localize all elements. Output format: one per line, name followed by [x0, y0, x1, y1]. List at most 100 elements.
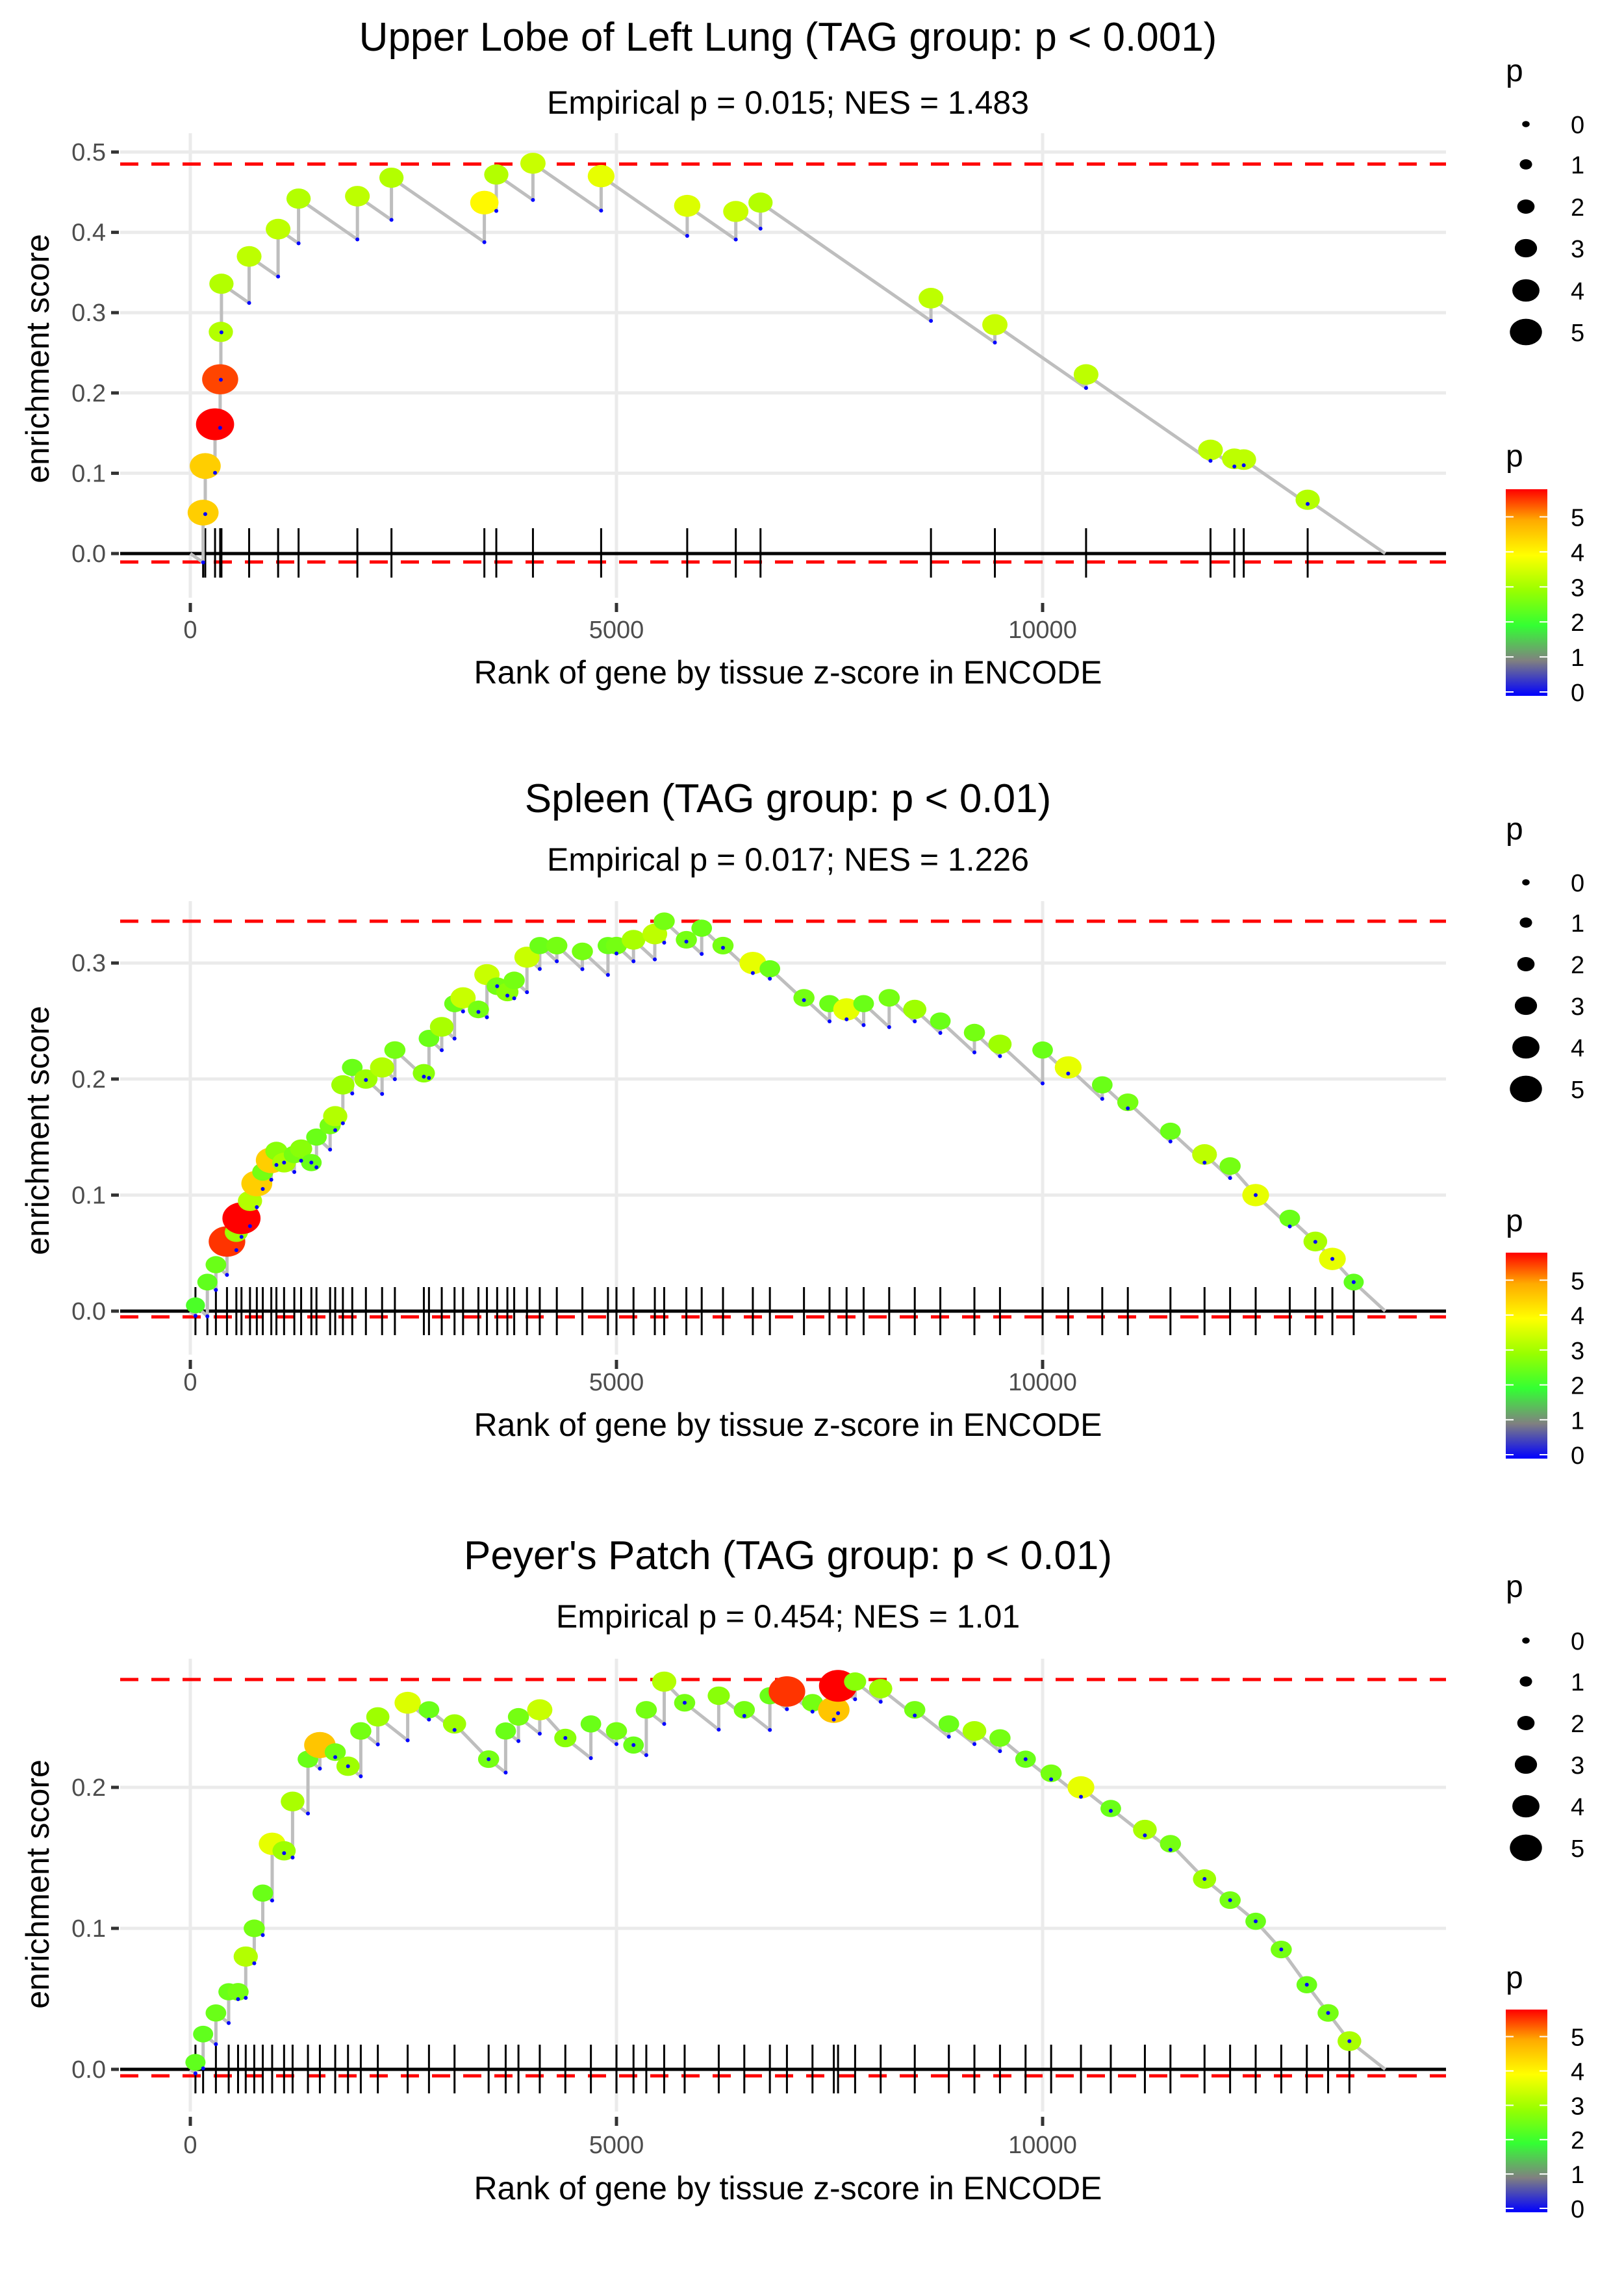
trough-point — [405, 1738, 410, 1743]
legends: p 0 1 2 3 4 5 p 0 1 2 3 4 5 p 0 1 2 3 4 5 p 0 1 2 3 4 5 p 0 1 2 3 4 5 p 0 1 2 3… — [1506, 54, 1584, 2223]
hit-point — [412, 1064, 435, 1083]
trough-point — [346, 1764, 350, 1769]
y-tick-label: 0.5 — [71, 139, 106, 166]
hit-point — [904, 1701, 926, 1719]
hit-point — [394, 1691, 421, 1714]
trough-point — [537, 967, 542, 971]
x-axis-title: Rank of gene by tissue z-score in ENCODE — [474, 2170, 1102, 2206]
trough-point — [631, 1743, 636, 1747]
color-bar — [1506, 489, 1547, 696]
trough-point — [318, 1767, 322, 1771]
size-legend-dot — [1512, 1036, 1540, 1059]
trough-point — [306, 1811, 311, 1816]
hit-point — [290, 1139, 312, 1158]
size-legend-dot — [1517, 199, 1535, 214]
hit-point — [450, 987, 476, 1008]
trough-point — [662, 940, 666, 945]
color-legend-label: 0 — [1571, 680, 1584, 707]
panel-subtitle: Empirical p = 0.017; NES = 1.226 — [547, 841, 1029, 878]
size-legend-label: 4 — [1571, 278, 1584, 305]
hit-point — [723, 201, 749, 222]
size-legend-label: 3 — [1571, 1752, 1584, 1780]
hit-point — [266, 218, 291, 240]
trough-point — [503, 1770, 508, 1775]
hit-point — [197, 1273, 218, 1291]
trough-point — [260, 1186, 265, 1191]
panel-title: Spleen (TAG group: p < 0.01) — [525, 776, 1051, 821]
hit-point — [691, 919, 713, 937]
trough-point — [810, 1709, 815, 1714]
trough-point — [227, 2021, 231, 2025]
color-bar — [1506, 2010, 1547, 2212]
hit-point — [653, 912, 675, 930]
hit-point — [802, 1694, 824, 1712]
trough-point — [282, 1160, 286, 1165]
trough-point — [1208, 459, 1213, 463]
trough-point — [1228, 1176, 1232, 1181]
trough-point — [742, 1713, 746, 1718]
hit-point — [286, 188, 311, 209]
hit-point — [227, 1983, 249, 2001]
hit-point — [324, 1743, 346, 1761]
trough-point — [785, 1707, 789, 1711]
size-legend-dot — [1514, 238, 1538, 258]
size-legend-dot — [1510, 1075, 1542, 1103]
trough-point — [599, 209, 603, 213]
hit-point — [507, 1707, 529, 1726]
hit-point — [674, 194, 701, 217]
trough-point — [685, 233, 689, 238]
color-legend-label: 0 — [1571, 2196, 1584, 2223]
color-legend-label: 1 — [1571, 645, 1584, 672]
hit-point — [652, 1671, 677, 1692]
trough-point — [580, 967, 585, 971]
trough-point — [292, 1169, 297, 1174]
color-legend-label: 5 — [1571, 505, 1584, 532]
panel-title: Peyer's Patch (TAG group: p < 0.01) — [464, 1533, 1112, 1578]
trough-point — [239, 1234, 244, 1239]
trough-point — [476, 1010, 481, 1014]
hit-point — [370, 1057, 394, 1078]
y-axis-title: enrichment score — [19, 1006, 56, 1255]
color-legend-label: 1 — [1571, 1407, 1584, 1435]
hit-point — [342, 1058, 363, 1077]
hit-point — [1219, 1157, 1241, 1175]
trough-point — [831, 1717, 836, 1722]
trough-point — [828, 1019, 831, 1023]
size-legend-label: 1 — [1571, 910, 1584, 938]
hit-point — [1160, 1122, 1181, 1140]
trough-point — [309, 1160, 314, 1165]
hit-point — [1032, 1041, 1053, 1059]
size-legend-label: 2 — [1571, 1711, 1584, 1738]
y-tick-label: 0.0 — [71, 1298, 106, 1325]
legend-panel-1: p 0 1 2 3 4 5 p 0 1 2 3 4 5 — [1506, 812, 1584, 1470]
trough-point — [682, 1700, 687, 1705]
trough-point — [861, 1023, 866, 1027]
size-legend-label: 0 — [1571, 870, 1584, 897]
hit-point — [503, 971, 525, 990]
panel-subtitle: Empirical p = 0.454; NES = 1.01 — [556, 1598, 1020, 1635]
trough-point — [364, 1078, 368, 1082]
trough-point — [422, 1075, 426, 1079]
trough-point — [392, 1077, 397, 1082]
y-axis-title: enrichment score — [19, 1759, 56, 2009]
trough-point — [768, 1728, 772, 1732]
trough-point — [214, 2042, 218, 2047]
hit-point — [244, 1919, 265, 1937]
size-legend-label: 2 — [1571, 952, 1584, 979]
trough-point — [350, 1092, 355, 1096]
hit-point — [306, 1128, 327, 1146]
hit-point — [733, 1701, 755, 1719]
legend-panel-0: p 0 1 2 3 4 5 p 0 1 2 3 4 5 — [1506, 54, 1584, 707]
hit-point — [236, 246, 262, 267]
trough-point — [644, 1753, 648, 1757]
trough-point — [1168, 1139, 1173, 1143]
hit-point — [379, 167, 404, 188]
trough-point — [684, 939, 689, 944]
hit-point — [468, 1001, 489, 1019]
hit-point — [1067, 1776, 1095, 1799]
trough-point — [427, 1717, 431, 1722]
hit-point — [989, 1729, 1011, 1747]
trough-point — [380, 1092, 385, 1096]
x-axis-title: Rank of gene by tissue z-score in ENCODE — [474, 654, 1102, 691]
hit-point — [186, 1297, 205, 1314]
